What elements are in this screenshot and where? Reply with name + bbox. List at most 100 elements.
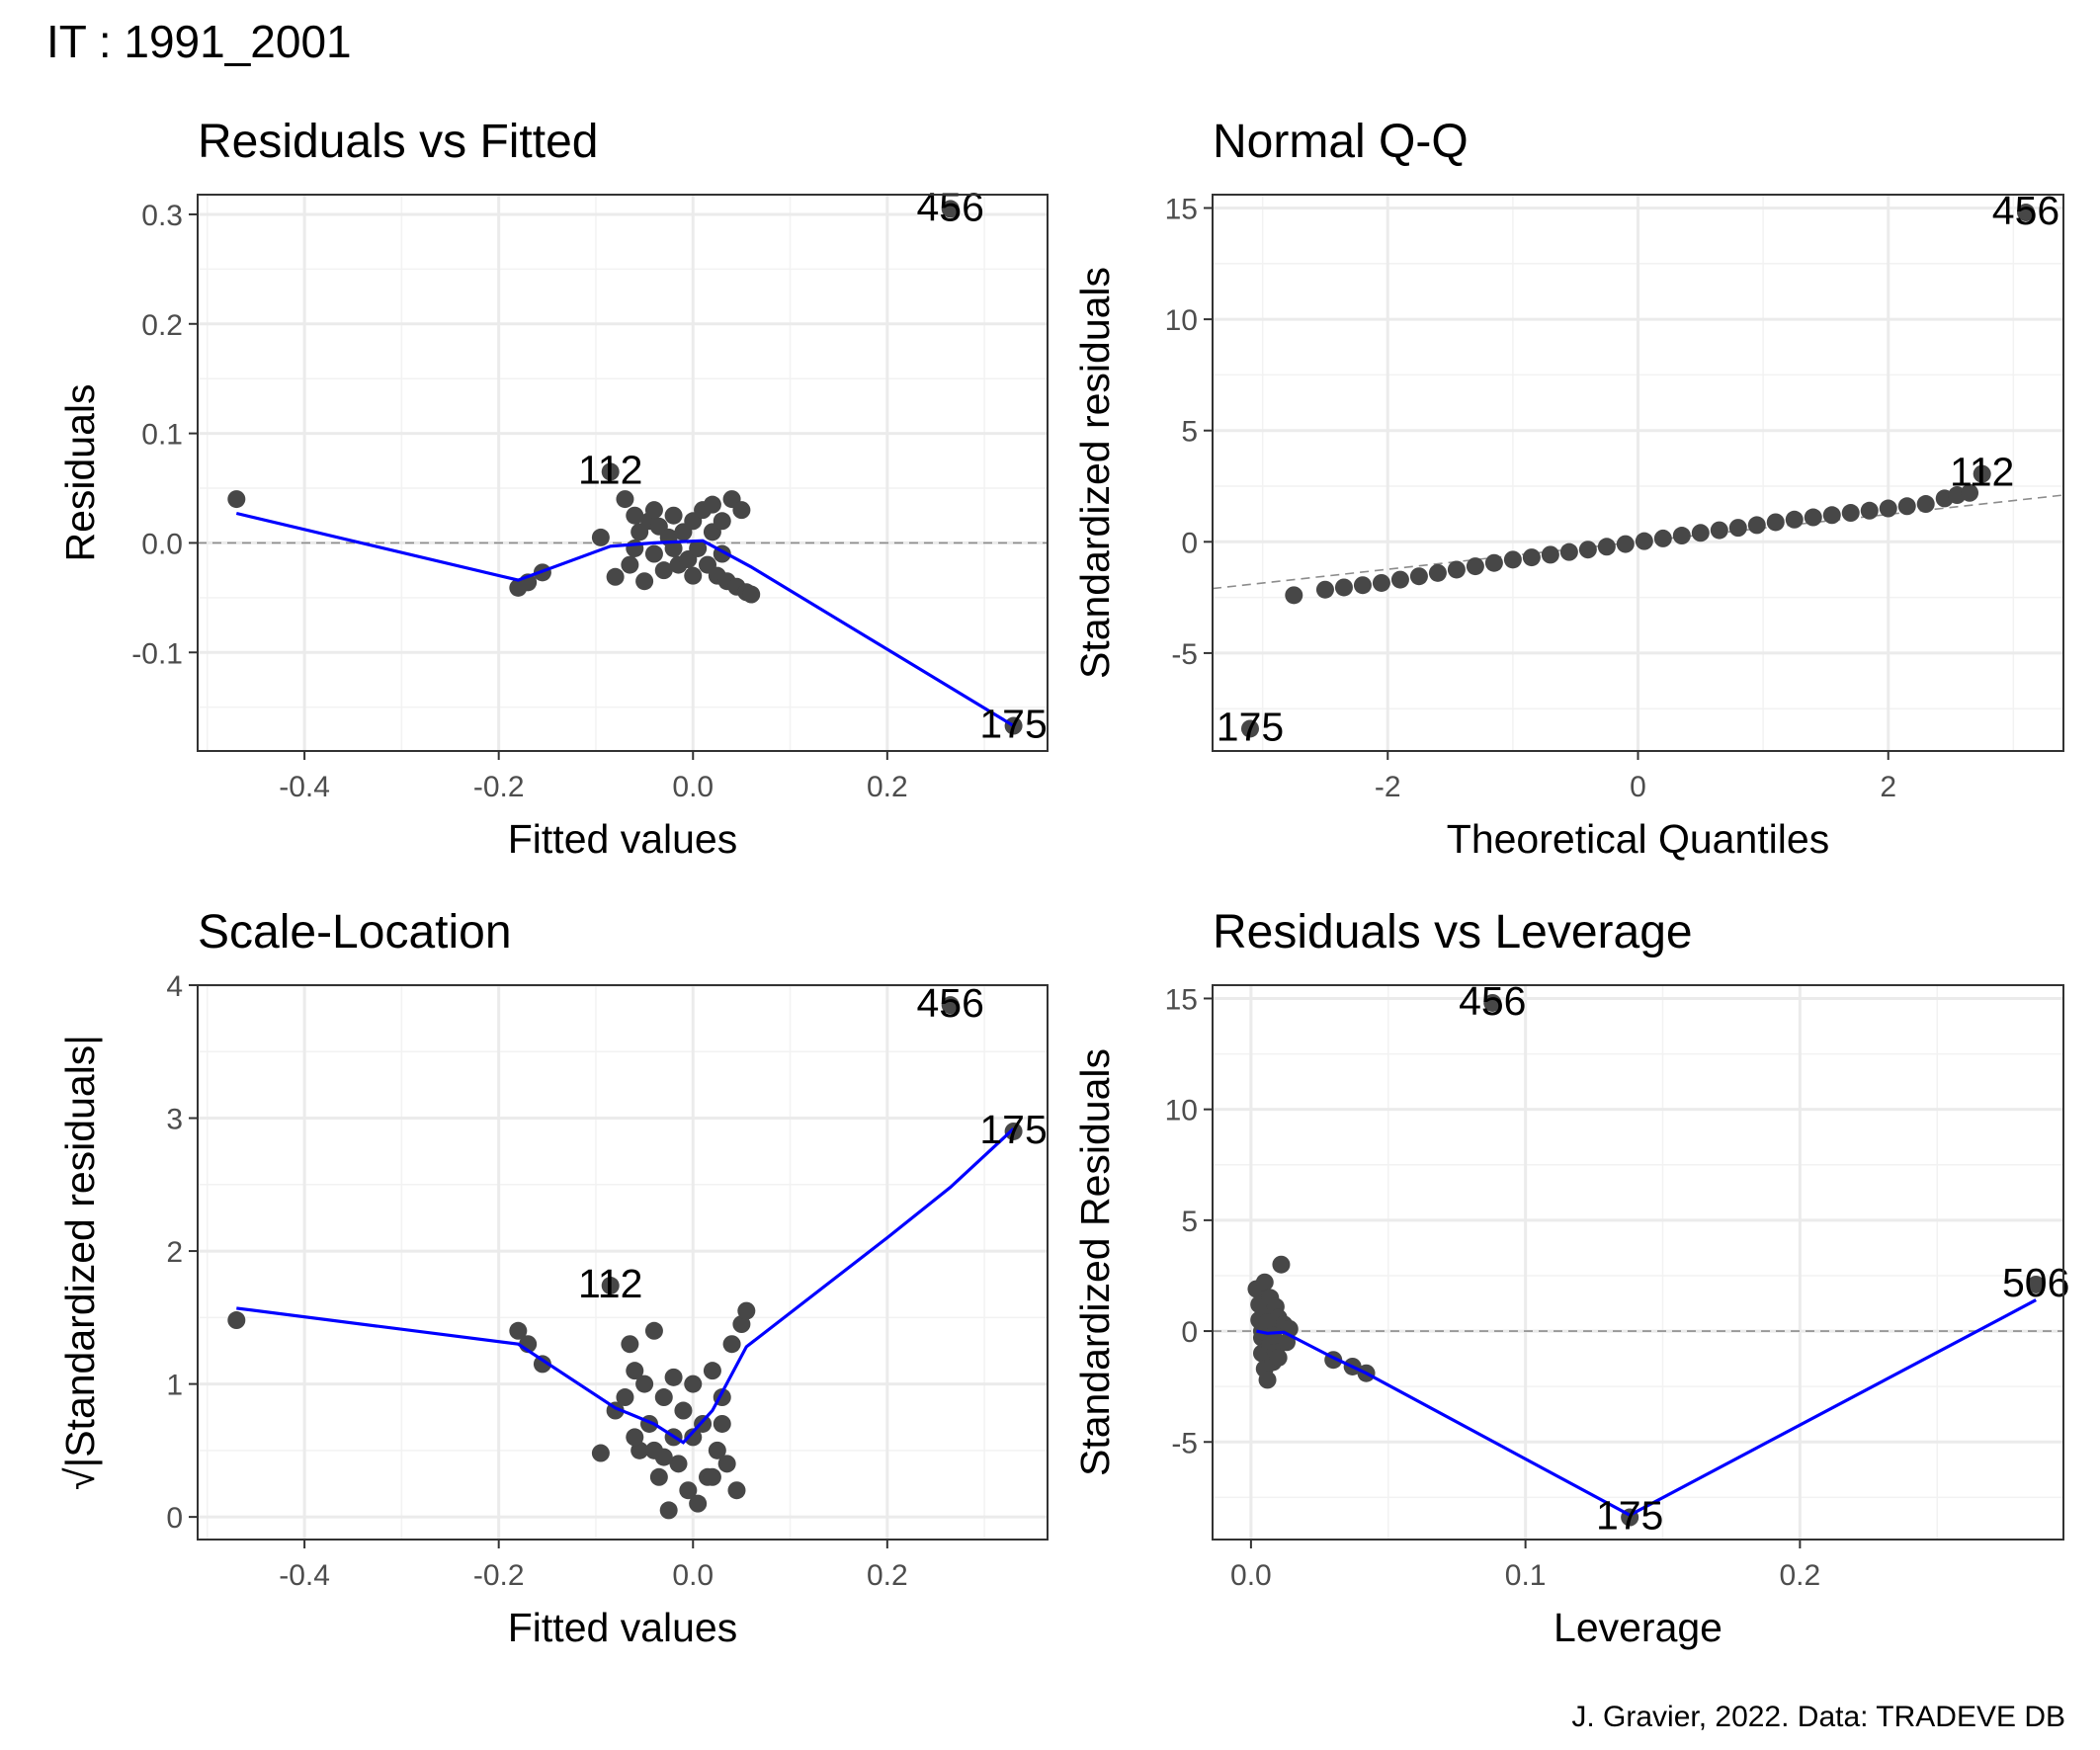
data-point [1897, 497, 1916, 516]
data-point [1541, 545, 1559, 564]
point-label: 112 [578, 1261, 642, 1306]
plot-background [198, 985, 1048, 1540]
data-point [1616, 535, 1635, 553]
y-tick-label: 15 [1165, 194, 1198, 226]
panel-title: Residuals vs Leverage [1213, 906, 1693, 958]
x-tick-label: 0.0 [1230, 1559, 1272, 1592]
x-tick-label: -0.4 [279, 771, 330, 803]
y-tick-label: 0.3 [141, 200, 183, 232]
x-tick-label: 0.2 [867, 1559, 908, 1592]
data-point [1484, 553, 1503, 572]
data-point [1258, 1313, 1277, 1332]
data-point [509, 1321, 528, 1340]
y-tick-label: 4 [166, 970, 183, 1003]
x-tick-label: 0.0 [672, 1559, 714, 1592]
y-tick-label: 10 [1165, 1095, 1198, 1127]
y-tick-label: 5 [1181, 1206, 1198, 1238]
x-tick-label: -0.2 [473, 1559, 525, 1592]
y-tick-label: 3 [166, 1104, 183, 1136]
panel-3: 456 175 112 -0.4 -0.2 0.0 0.2 0 1 2 3 4 Scale-Locati… [57, 906, 1049, 1650]
x-axis-label: Fitted values [508, 1605, 737, 1650]
data-point [703, 1362, 721, 1380]
x-axis-label: Leverage [1554, 1605, 1722, 1650]
data-point [654, 1388, 673, 1407]
point-label: 456 [917, 184, 984, 229]
y-tick-label: 5 [1181, 416, 1198, 449]
data-point [659, 1501, 678, 1520]
point-label: 112 [578, 447, 642, 492]
data-point [654, 561, 673, 580]
data-point [616, 1388, 634, 1407]
plot-background [1213, 985, 2063, 1540]
data-point [1860, 501, 1879, 520]
data-point [1269, 1348, 1288, 1367]
data-point [1822, 506, 1841, 525]
data-point [713, 1414, 731, 1433]
y-tick-label: 2 [166, 1236, 183, 1269]
data-point [1255, 1273, 1274, 1292]
point-label: 506 [2002, 1260, 2069, 1305]
data-point [1879, 499, 1897, 518]
data-point [621, 1335, 639, 1354]
x-tick-label: -2 [1375, 771, 1401, 803]
data-point [626, 1362, 644, 1380]
data-point [2027, 1275, 2046, 1293]
y-tick-label: 0 [1181, 1316, 1198, 1349]
data-point [1004, 1122, 1023, 1140]
data-point [1766, 513, 1785, 532]
data-point [635, 572, 654, 591]
data-point [227, 490, 246, 509]
data-point [654, 1448, 673, 1466]
y-tick-label: 0 [1181, 527, 1198, 559]
data-point [1483, 993, 1502, 1012]
x-tick-label: -0.2 [473, 771, 525, 803]
data-point [626, 506, 644, 525]
x-tick-label: 0.2 [1780, 1559, 1821, 1592]
point-label: 175 [979, 702, 1047, 747]
data-point [644, 1321, 663, 1340]
y-tick-label: 1 [166, 1370, 183, 1402]
data-point [1409, 567, 1428, 586]
y-tick-label: 0 [166, 1502, 183, 1535]
data-point [616, 490, 634, 509]
data-point [727, 1481, 746, 1500]
data-point [1390, 570, 1409, 589]
data-point [601, 462, 620, 481]
x-tick-label: 0.1 [1505, 1559, 1547, 1592]
data-point [1559, 542, 1578, 561]
data-point [621, 555, 639, 574]
data-point [1841, 504, 1860, 523]
y-axis-label: √|Standardized residuals| [57, 1035, 103, 1490]
data-point [1466, 557, 1484, 576]
data-point [626, 539, 644, 557]
data-point [1240, 719, 1259, 738]
point-label: 112 [1950, 450, 2014, 495]
data-point [601, 1277, 620, 1295]
data-point [1747, 516, 1766, 535]
data-point [684, 1428, 703, 1447]
data-point [227, 1311, 246, 1330]
panel-title: Residuals vs Fitted [198, 116, 599, 168]
data-point [1353, 576, 1372, 595]
y-tick-label: 0.0 [141, 528, 183, 560]
data-point [689, 1494, 708, 1513]
data-point [1272, 1255, 1291, 1274]
data-point [732, 501, 751, 520]
data-point [1710, 521, 1728, 540]
x-axis-label: Fitted values [508, 816, 737, 862]
y-tick-label: 0.1 [141, 419, 183, 452]
point-label: 175 [1217, 704, 1284, 749]
y-tick-label: -0.1 [131, 637, 183, 670]
data-point [644, 501, 663, 520]
data-point [1728, 519, 1747, 538]
panel-1: 456 112 175 -0.4 -0.2 0.0 0.2 -0.1 0.0 0.1 0.2 0.3 R… [57, 116, 1049, 862]
y-tick-label: -5 [1171, 638, 1198, 671]
figure-title: IT : 1991_2001 [46, 16, 352, 67]
data-point [1691, 524, 1710, 542]
data-point [1804, 508, 1822, 527]
data-point [591, 1444, 610, 1462]
data-point [649, 1467, 668, 1486]
